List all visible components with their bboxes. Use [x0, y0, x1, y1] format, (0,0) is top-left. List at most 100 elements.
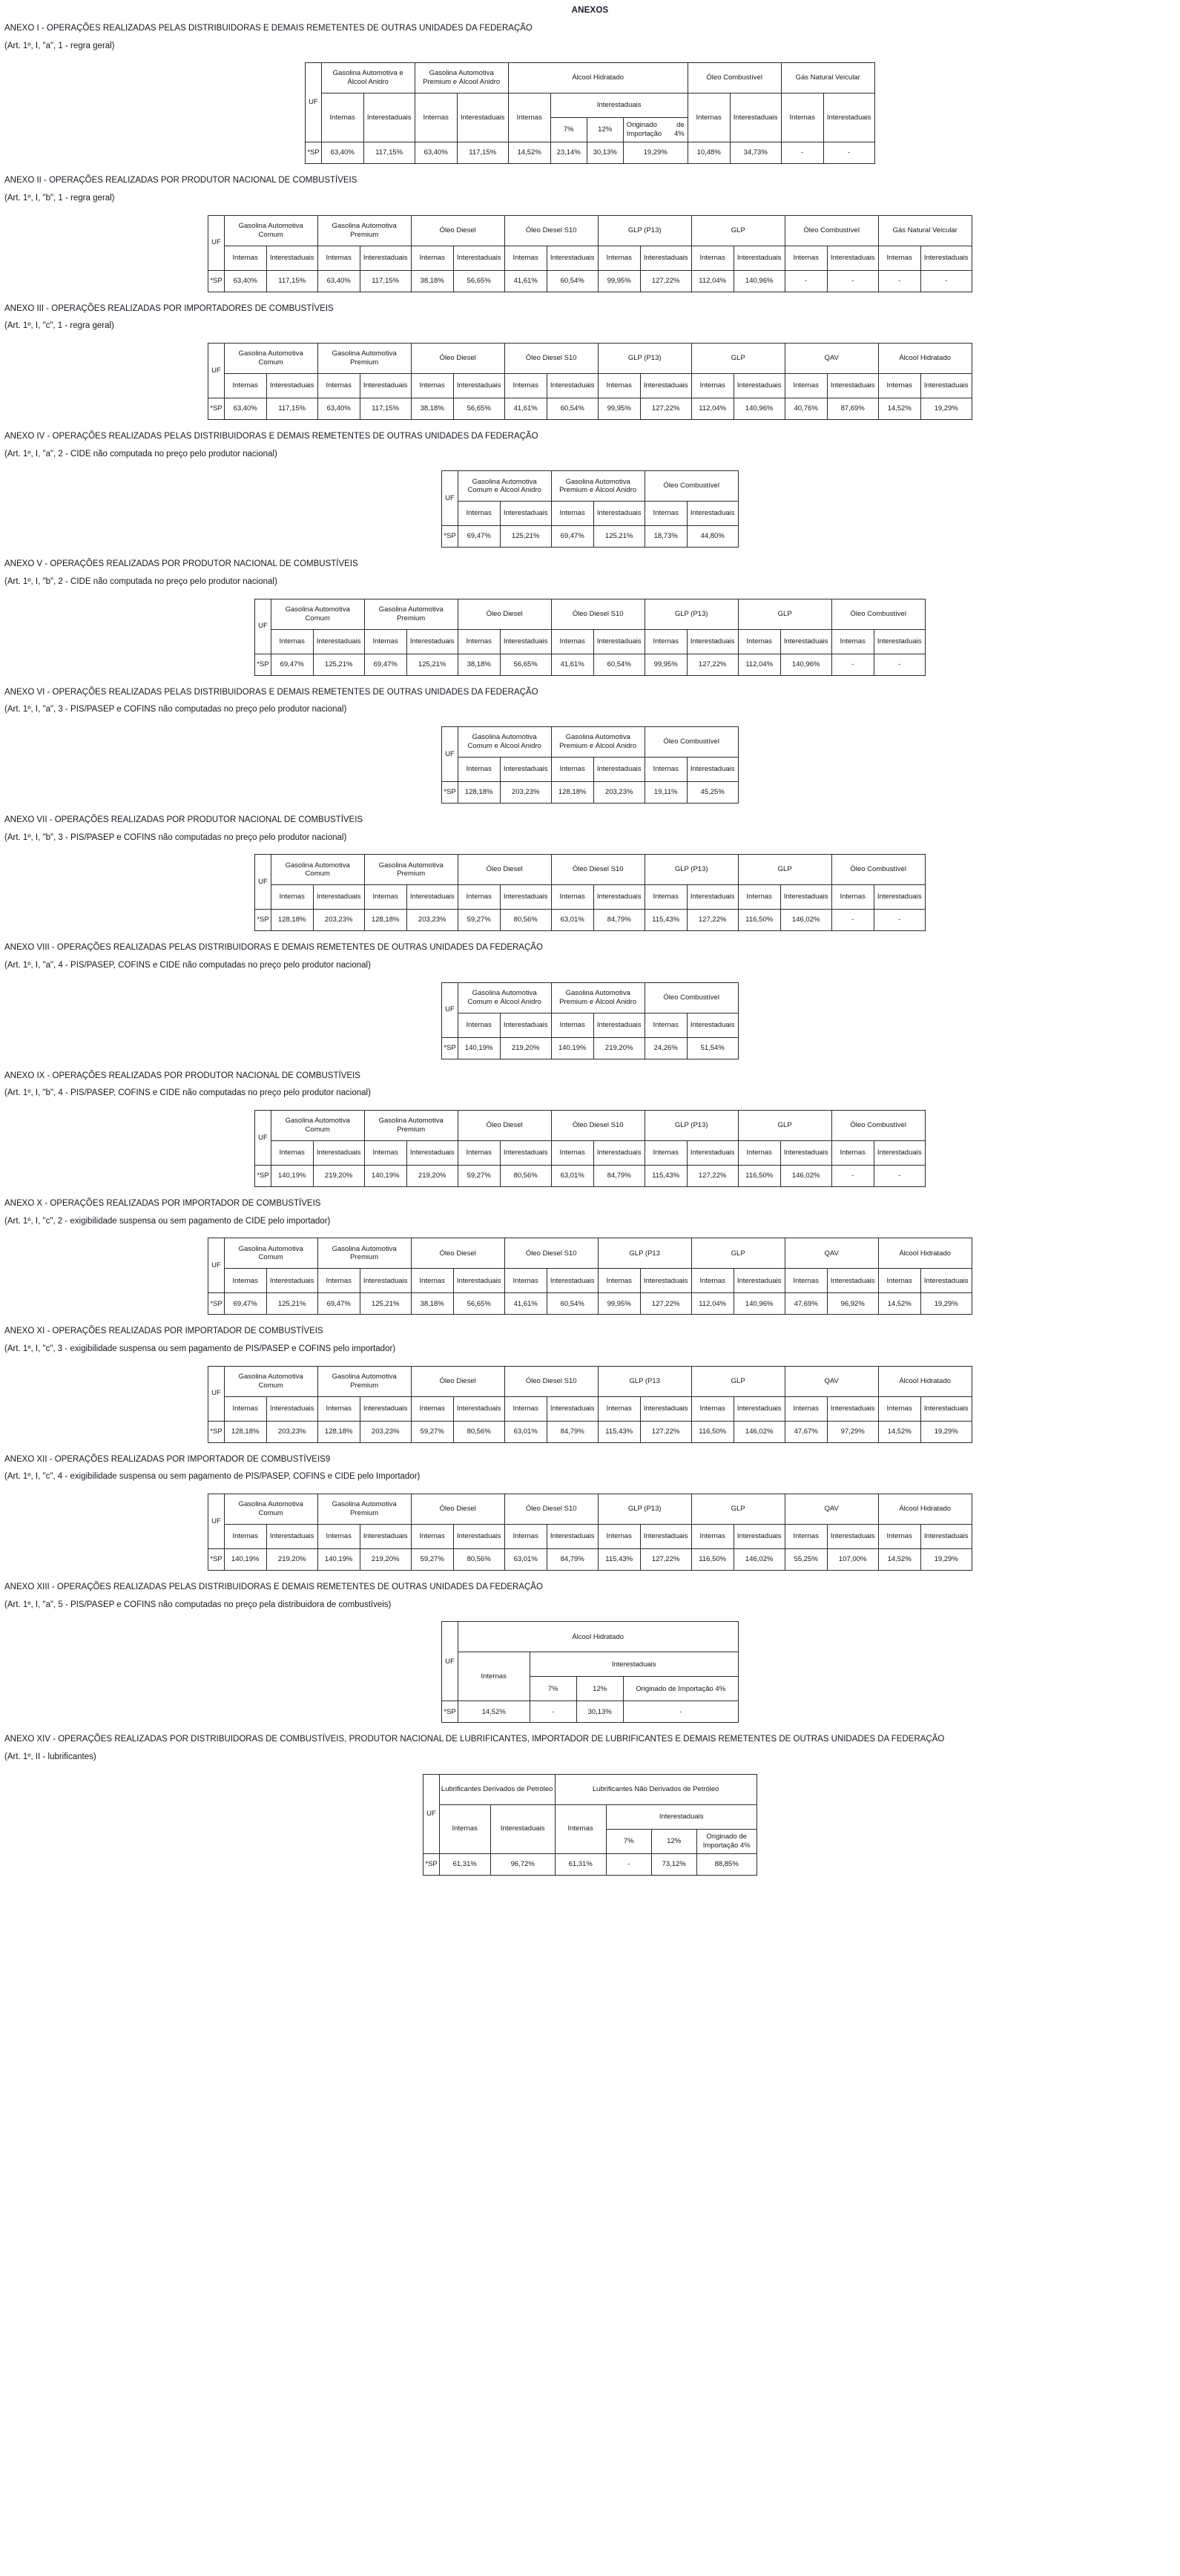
data-cell: - — [831, 653, 874, 676]
data-cell: 140,19% — [270, 1165, 314, 1188]
subheader-cell: Internas — [644, 757, 688, 783]
data-cell: - — [831, 1165, 874, 1188]
subheader-cell: Internas — [877, 1524, 921, 1550]
table-row: *SP 140,19% 219,20% 140,19% 219,20% 59,27% 80,… — [208, 1548, 972, 1571]
subheader-cell: Internas — [690, 1268, 734, 1294]
header-cell-uf: UF — [305, 62, 322, 143]
anexo-table-wrap: UF Gasolina Automotiva Comum Gasolina Auto… — [0, 332, 1180, 423]
group-header-cell: Gasolina Automotiva Comum e Álcool Anidr… — [457, 982, 552, 1013]
subheader-cell: Interestaduais — [733, 1396, 785, 1422]
subheader-cell: Interestaduais — [499, 1140, 552, 1166]
subheader-cell: Interestaduais — [593, 628, 645, 654]
subheader-cell: Internas — [737, 1140, 781, 1166]
data-cell: 203,23% — [406, 909, 458, 932]
anexo-table-13: UF Álcool Hidratado Internas Interestaduais… — [441, 1621, 739, 1724]
subheader-cell: Internas — [690, 245, 734, 271]
anexo-block: ANEXO VIII - OPERAÇÕES REALIZADAS PELAS … — [0, 934, 1180, 1062]
data-cell: 56,65% — [452, 269, 505, 292]
group-header-cell: GLP (P13 — [597, 1238, 692, 1269]
group-header-cell: Óleo Diesel S10 — [504, 1365, 599, 1397]
group-header-cell: QAV — [784, 343, 879, 375]
group-header-cell: Gasolina Automotiva Premium — [363, 854, 458, 886]
group-header-cell: GLP — [737, 1110, 832, 1142]
anexo-subheading: (Art. 1º, I, "a", 1 - regra geral) — [4, 41, 115, 50]
anexo-heading: ANEXO II - OPERAÇÕES REALIZADAS POR PROD… — [4, 176, 357, 185]
subheader-cell: Interestaduais — [920, 245, 972, 271]
row-header-uf: *SP — [208, 1292, 225, 1315]
subheader-cell: Internas — [410, 373, 454, 399]
data-cell: 19,29% — [920, 1292, 972, 1315]
subheader-cell: Internas — [550, 501, 594, 527]
data-cell: 146,02% — [779, 1165, 832, 1188]
table-header-sub-row: Internas Interestaduais Internas Interestad… — [208, 245, 972, 271]
row-header-uf: *SP — [441, 525, 458, 548]
data-cell: 140,19% — [457, 1036, 501, 1059]
data-cell: 115,43% — [644, 1165, 688, 1188]
subheader-cell-interestaduais: Interestaduais — [529, 1652, 739, 1678]
data-cell: - — [826, 269, 879, 292]
data-cell: 127,22% — [639, 1420, 692, 1443]
data-cell: 127,22% — [639, 398, 692, 421]
group-header-cell: Álcool Hidratado — [877, 1494, 972, 1525]
data-cell: - — [877, 269, 921, 292]
data-cell: 219,20% — [266, 1548, 318, 1571]
anexo-table-2: UF Gasolina Automotiva Comum Gasolina Auto… — [208, 214, 972, 292]
data-cell: 88,85% — [696, 1853, 757, 1876]
header-cell-uf: UF — [208, 1365, 225, 1422]
data-cell: 69,47% — [457, 525, 501, 548]
group-header-cell: Óleo Combustível — [644, 726, 739, 758]
subheader-cell: Interestaduais — [452, 1396, 505, 1422]
group-header-cell: Óleo Diesel S10 — [550, 1110, 645, 1142]
subheader-cell: Internas — [550, 1012, 594, 1038]
subheader-cell: Internas — [317, 1524, 360, 1550]
subheader-cell-rate: 7% — [550, 117, 587, 143]
data-cell: 56,65% — [452, 398, 505, 421]
subheader-cell: Internas — [550, 757, 594, 783]
data-cell: 59,27% — [410, 1548, 454, 1571]
subheader-cell: Internas — [550, 628, 594, 654]
subheader-cell: Internas — [831, 884, 874, 910]
table-header-sub-row: Internas Interestaduais Internas Interestad… — [255, 1140, 926, 1166]
data-cell: 125,21% — [312, 653, 365, 676]
subheader-cell: Interestaduais — [452, 373, 505, 399]
group-header-cell: Gasolina Automotiva Premium e Álcool Ani… — [414, 62, 509, 94]
header-cell-uf: UF — [254, 598, 271, 654]
data-cell: 69,47% — [363, 653, 407, 676]
data-cell: 117,15% — [363, 142, 415, 165]
header-cell-uf: UF — [208, 214, 225, 271]
anexos-document: ANEXOS ANEXO I - OPERAÇÕES REALIZADAS PE… — [0, 6, 1180, 1879]
anexo-subheading: (Art. 1º, I, "c", 1 - regra geral) — [4, 321, 114, 331]
subheader-cell: Interestaduais — [873, 628, 926, 654]
subheader-cell: Interestaduais — [499, 628, 552, 654]
subheader-cell: Internas — [223, 1524, 267, 1550]
data-cell: 45,25% — [686, 781, 739, 804]
group-header-cell: Gasolina Automotiva Comum e Álcool Anidr… — [457, 726, 552, 758]
data-cell: 140,96% — [779, 653, 832, 676]
subheader-cell: Internas — [597, 1268, 641, 1294]
table-row: *SP 63,40% 117,15% 63,40% 117,15% 14,52% 23,14… — [305, 142, 875, 165]
subheader-cell-interestaduais: Interestaduais — [605, 1804, 757, 1830]
anexo-block: ANEXO XII - OPERAÇÕES REALIZADAS POR IMP… — [0, 1446, 1180, 1574]
anexo-table-7: UF Gasolina Automotiva Comum Gasolina Auto… — [254, 854, 926, 932]
anexo-subheading: (Art. 1º, I, "c", 4 - exigibilidade susp… — [4, 1472, 421, 1482]
table-header-group-row: UF Gasolina Automotiva Comum Gasolina Auto… — [208, 1494, 972, 1550]
anexos-list: ANEXO I - OPERAÇÕES REALIZADAS PELAS DIS… — [0, 15, 1180, 1879]
subheader-cell: Interestaduais — [406, 1140, 458, 1166]
group-header-cell: Gasolina Automotiva Premium e Álcool Ani… — [550, 726, 645, 758]
subheader-cell: Internas — [363, 628, 407, 654]
table-header-group-row: UF Gasolina Automotiva Comum Gasolina Auto… — [254, 598, 926, 654]
data-cell: 69,47% — [317, 1292, 360, 1315]
anexo-table-6: UF Gasolina Automotiva Comum e Álcool Ani… — [441, 726, 739, 804]
data-cell: 96,92% — [826, 1292, 879, 1315]
data-cell: 23,14% — [550, 142, 587, 165]
subheader-cell-rate: 12% — [586, 117, 624, 143]
data-cell: 125,21% — [406, 653, 458, 676]
data-cell: 112,04% — [690, 269, 734, 292]
data-cell: 99,95% — [644, 653, 688, 676]
anexo-heading: ANEXO XII - OPERAÇÕES REALIZADAS POR IMP… — [4, 1454, 331, 1464]
table-header-sub-row-2: 7% 12% Originado de Importação 4% — [423, 1828, 757, 1854]
data-cell: 125,21% — [499, 525, 552, 548]
data-cell: - — [605, 1853, 652, 1876]
row-header-uf: *SP — [254, 909, 271, 932]
subheader-cell: Internas — [597, 245, 641, 271]
